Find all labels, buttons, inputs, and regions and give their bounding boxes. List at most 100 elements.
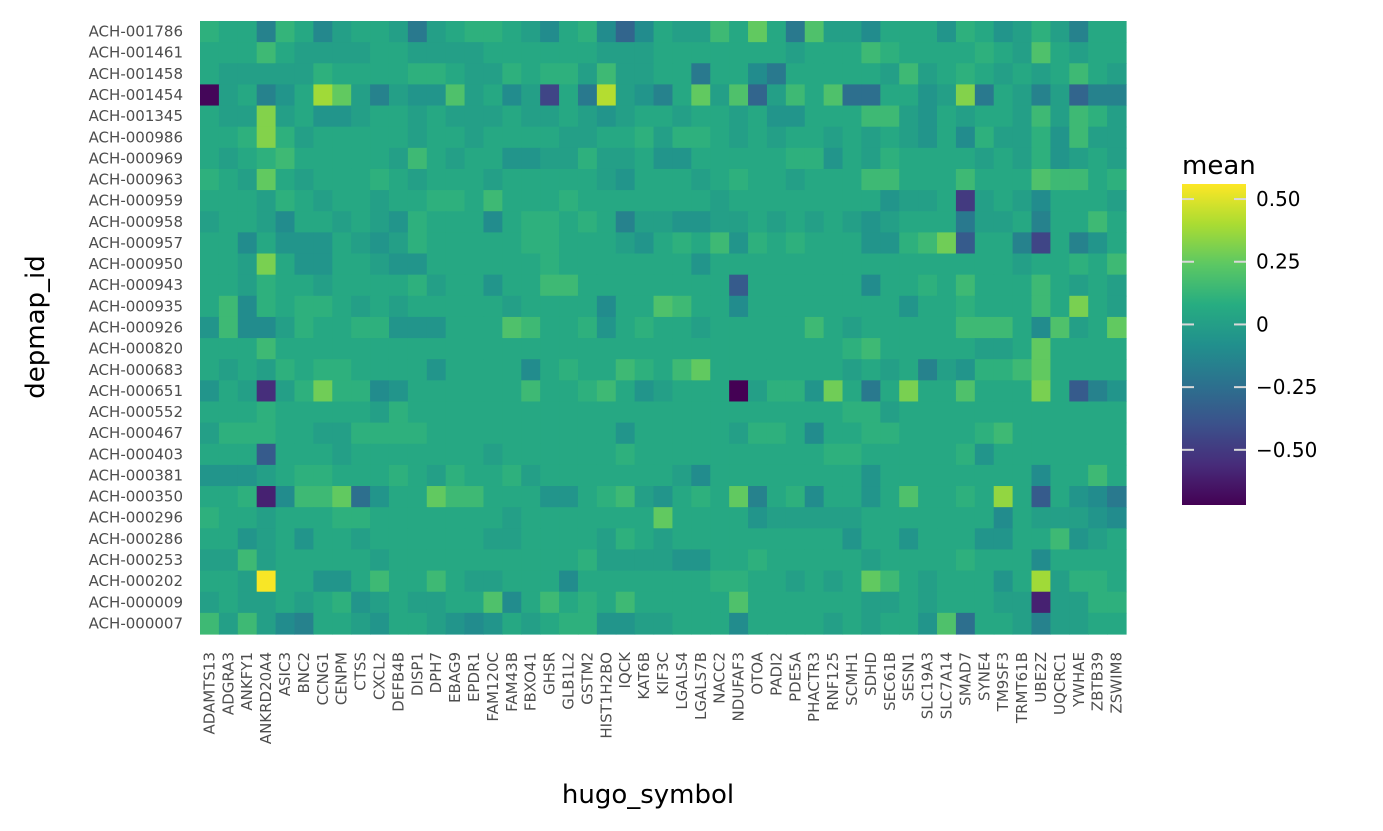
heatmap-cell — [748, 443, 768, 466]
heatmap-cell — [1088, 232, 1108, 255]
heatmap-cell — [407, 253, 428, 276]
heatmap-cell — [766, 42, 787, 64]
heatmap-cell — [672, 443, 692, 466]
heatmap-cell — [1107, 528, 1127, 551]
heatmap-cell — [256, 570, 277, 593]
heatmap-cell — [1069, 274, 1089, 297]
heatmap-cell — [351, 443, 371, 466]
heatmap-cell — [445, 316, 466, 339]
y-tick-label: ACH-001345 — [89, 107, 183, 125]
heatmap-cell — [804, 63, 825, 86]
heatmap-cell — [426, 253, 447, 276]
heatmap-cell — [294, 401, 314, 424]
heatmap-cell — [218, 486, 239, 508]
colorbar-tick-label: −0.25 — [1256, 375, 1317, 399]
heatmap-cell — [804, 380, 825, 403]
heatmap-cell — [388, 528, 409, 551]
heatmap-cell — [729, 295, 749, 318]
heatmap-cell — [653, 570, 674, 593]
heatmap-cell — [426, 211, 447, 233]
heatmap-cell — [1069, 528, 1089, 551]
legend-title: mean — [1182, 151, 1256, 181]
heatmap-cell — [993, 338, 1014, 360]
heatmap-cell — [766, 84, 787, 107]
heatmap-cell — [1069, 295, 1089, 318]
heatmap-cell — [332, 570, 352, 593]
heatmap-cell — [672, 507, 692, 529]
heatmap-cell — [653, 105, 674, 128]
heatmap-cell — [748, 612, 768, 635]
heatmap-cell — [521, 591, 541, 614]
heatmap-cell — [351, 549, 371, 572]
heatmap-cell — [766, 591, 787, 614]
y-tick-label: ACH-000943 — [89, 276, 183, 294]
heatmap-cell — [407, 105, 428, 128]
heatmap-cell — [615, 42, 636, 64]
heatmap-cell — [691, 105, 711, 128]
heatmap-cell — [804, 274, 825, 297]
heatmap-cell — [993, 84, 1014, 107]
heatmap-cell — [521, 401, 541, 424]
heatmap-cell — [388, 232, 409, 255]
heatmap-cell — [653, 443, 674, 466]
heatmap-cell — [256, 338, 277, 360]
heatmap-cell — [370, 528, 390, 551]
heatmap-cell — [785, 253, 806, 276]
heatmap-cell — [615, 211, 636, 233]
heatmap-cell — [351, 295, 371, 318]
heatmap-cell — [880, 211, 900, 233]
heatmap-cell — [880, 84, 900, 107]
heatmap-cell — [1088, 422, 1108, 445]
heatmap-cell — [521, 528, 541, 551]
heatmap-cell — [766, 528, 787, 551]
heatmap-cell — [218, 190, 239, 212]
heatmap-cell — [577, 232, 598, 255]
heatmap-cell — [937, 274, 957, 297]
heatmap-cell — [861, 486, 881, 508]
heatmap-cell — [634, 211, 655, 233]
heatmap-cell — [691, 486, 711, 508]
heatmap-cell — [540, 486, 560, 508]
heatmap-cell — [634, 338, 655, 360]
heatmap-cell — [748, 63, 768, 86]
heatmap-cell — [313, 190, 333, 212]
heatmap-cell — [672, 147, 692, 170]
y-tick-label: ACH-000467 — [89, 424, 183, 442]
heatmap-cell — [464, 105, 485, 128]
heatmap-cell — [256, 232, 277, 255]
heatmap-cell — [615, 295, 636, 318]
heatmap-cell — [426, 316, 447, 339]
heatmap-cell — [748, 126, 768, 149]
heatmap-cell — [615, 168, 636, 191]
heatmap-cell — [370, 316, 390, 339]
heatmap-cell — [1031, 168, 1052, 191]
heatmap-cell — [1031, 105, 1052, 128]
heatmap-cell — [426, 549, 447, 572]
heatmap-cell — [559, 528, 579, 551]
heatmap-cell — [1050, 549, 1070, 572]
heatmap-cell — [1107, 486, 1127, 508]
heatmap-cell — [483, 443, 503, 466]
x-tick-label: SYNE4 — [975, 652, 993, 701]
heatmap-cell — [407, 63, 428, 86]
heatmap-cell — [294, 190, 314, 212]
heatmap-cell — [237, 486, 258, 508]
heatmap-cell — [918, 211, 938, 233]
heatmap-cell — [937, 105, 957, 128]
heatmap-cell — [615, 253, 636, 276]
heatmap-cell — [351, 591, 371, 614]
heatmap-cell — [1050, 507, 1070, 529]
heatmap-cell — [445, 528, 466, 551]
heatmap-cell — [351, 168, 371, 191]
heatmap-cell — [388, 401, 409, 424]
heatmap-cell — [370, 401, 390, 424]
heatmap-cell — [691, 612, 711, 635]
heatmap-cell — [1088, 190, 1108, 212]
heatmap-cell — [748, 211, 768, 233]
heatmap-cell — [407, 507, 428, 529]
y-tick-label: ACH-000820 — [89, 340, 183, 358]
heatmap-cell — [1088, 486, 1108, 508]
x-tick-label: CCNG1 — [314, 652, 332, 705]
heatmap-cell — [899, 126, 919, 149]
